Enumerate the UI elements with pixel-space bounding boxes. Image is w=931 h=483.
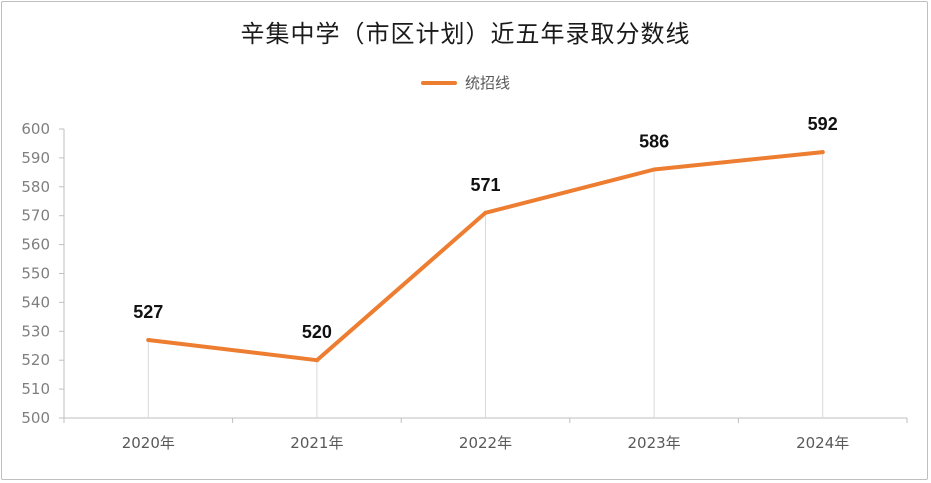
y-tick-label: 570	[21, 207, 50, 225]
legend: 统招线	[0, 72, 931, 93]
legend-swatch	[420, 80, 457, 85]
chart-title: 辛集中学（市区计划）近五年录取分数线	[240, 20, 691, 48]
x-tick-label: 2023年	[628, 434, 681, 452]
data-point	[820, 150, 825, 155]
data-label: 520	[302, 322, 332, 342]
data-point	[483, 210, 488, 215]
data-label: 586	[639, 131, 669, 151]
y-tick-label: 530	[21, 322, 50, 340]
x-tick-label: 2021年	[290, 434, 343, 452]
y-tick-label: 550	[21, 265, 50, 283]
y-tick-label: 540	[21, 293, 50, 311]
y-tick-label: 500	[21, 409, 50, 427]
data-point	[314, 358, 319, 363]
x-tick-label: 2020年	[122, 434, 175, 452]
data-label: 592	[808, 114, 838, 134]
y-tick-label: 580	[21, 178, 50, 196]
y-tick-label: 560	[21, 236, 50, 254]
legend-label: 统招线	[464, 74, 510, 92]
y-tick-label: 520	[21, 351, 50, 369]
data-point	[652, 167, 657, 172]
data-point	[146, 337, 151, 342]
y-tick-label: 510	[21, 380, 50, 398]
y-tick-label: 590	[21, 149, 50, 167]
x-tick-label: 2022年	[459, 434, 512, 452]
y-tick-label: 600	[21, 120, 50, 138]
data-label: 527	[133, 302, 163, 322]
x-tick-label: 2024年	[796, 434, 849, 452]
data-label: 571	[470, 175, 500, 195]
